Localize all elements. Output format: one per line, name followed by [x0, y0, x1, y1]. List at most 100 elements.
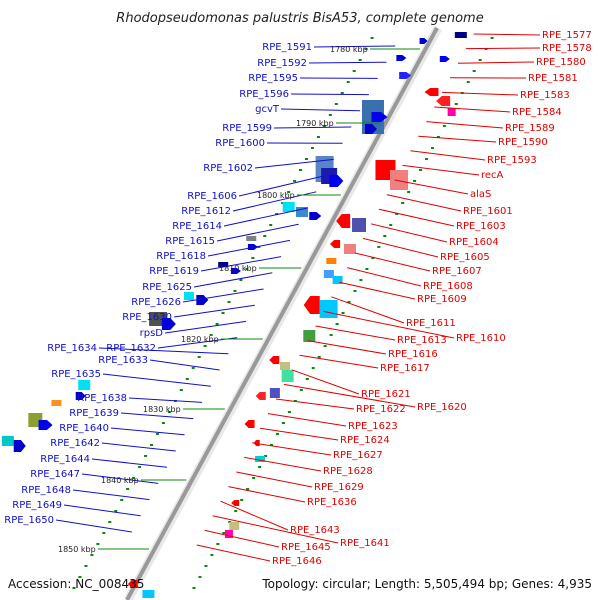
gene-label-right[interactable]: RPE_1583: [520, 90, 570, 101]
gene-arrow[interactable]: [127, 580, 138, 588]
gene-block[interactable]: [281, 370, 294, 382]
gene-label-left[interactable]: RPE_1602: [203, 163, 253, 174]
gene-arrow[interactable]: [439, 56, 450, 62]
gene-label-left[interactable]: RPE_1591: [262, 42, 312, 53]
gene-label-left[interactable]: RPE_1600: [215, 138, 265, 149]
gene-label-right[interactable]: RPE_1622: [356, 404, 406, 415]
gene-block[interactable]: [295, 207, 308, 217]
gene-label-left[interactable]: gcvT: [255, 104, 280, 115]
gene-label-right[interactable]: RPE_1636: [307, 497, 357, 508]
gene-label-left[interactable]: RPE_1639: [69, 408, 119, 419]
gene-label-right[interactable]: RPE_1584: [512, 107, 562, 118]
gene-label-right[interactable]: RPE_1607: [432, 266, 482, 277]
gene-label-right[interactable]: RPE_1641: [340, 538, 390, 549]
gene-label-left[interactable]: RPE_1632: [106, 343, 156, 354]
gene-label-right[interactable]: RPE_1610: [456, 333, 506, 344]
gene-label-right[interactable]: RPE_1621: [361, 389, 411, 400]
gene-block[interactable]: [332, 276, 343, 284]
gene-block[interactable]: [142, 590, 155, 598]
gene-label-right[interactable]: alaS: [470, 189, 491, 200]
gene-block[interactable]: [447, 108, 456, 116]
gene-block[interactable]: [279, 362, 290, 370]
gene-label-left[interactable]: RPE_1638: [77, 393, 127, 404]
gene-arrow[interactable]: [244, 420, 255, 428]
gene-block[interactable]: [352, 218, 367, 232]
gene-block[interactable]: [183, 292, 194, 300]
gene-block[interactable]: [269, 388, 280, 398]
gene-label-right[interactable]: RPE_1628: [323, 466, 373, 477]
gene-labels[interactable]: RPE_1591 RPE_1592 RPE_1595 RPE_1596 gcvT RPE_…: [4, 30, 592, 567]
gene-label-right[interactable]: RPE_1611: [406, 318, 456, 329]
gene-label-right[interactable]: recA: [481, 170, 504, 181]
gene-label-left[interactable]: RPE_1592: [257, 58, 307, 69]
gene-label-right[interactable]: RPE_1623: [348, 421, 398, 432]
gene-label-right[interactable]: RPE_1617: [380, 363, 430, 374]
gene-block[interactable]: [51, 400, 62, 406]
gene-label-right[interactable]: RPE_1605: [440, 252, 490, 263]
gene-label-right[interactable]: RPE_1601: [463, 206, 513, 217]
gene-block[interactable]: [78, 380, 91, 390]
gene-arrow[interactable]: [330, 240, 341, 248]
gene-label-right[interactable]: RPE_1627: [333, 450, 383, 461]
gene-label-left[interactable]: RPE_1626: [131, 297, 181, 308]
gene-block[interactable]: [319, 300, 338, 318]
gene-label-right[interactable]: RPE_1590: [498, 137, 548, 148]
gene-label-right[interactable]: RPE_1624: [340, 435, 390, 446]
gene-label-left[interactable]: RPE_1596: [239, 89, 289, 100]
gene-block[interactable]: [224, 530, 233, 538]
gene-features[interactable]: [0, 32, 467, 598]
gene-label-left[interactable]: RPE_1612: [181, 206, 231, 217]
gene-label-left[interactable]: RPE_1634: [47, 343, 97, 354]
gene-arrow[interactable]: [371, 112, 388, 122]
gene-label-left[interactable]: RPE_1633: [98, 355, 148, 366]
gene-label-left[interactable]: RPE_1606: [187, 191, 237, 202]
gene-arrow[interactable]: [230, 268, 241, 274]
gene-arrow[interactable]: [13, 440, 26, 452]
gene-label-right[interactable]: RPE_1603: [456, 221, 506, 232]
gene-arrow[interactable]: [303, 296, 320, 314]
gene-label-left[interactable]: RPE_1619: [149, 266, 199, 277]
gene-label-right[interactable]: RPE_1646: [272, 556, 322, 567]
gene-label-left[interactable]: RPE_1650: [4, 515, 54, 526]
gene-label-left[interactable]: RPE_1648: [21, 485, 71, 496]
gene-label-right[interactable]: RPE_1616: [388, 349, 438, 360]
gene-arrow[interactable]: [269, 356, 280, 364]
gene-arrow[interactable]: [309, 212, 322, 220]
gene-arrow[interactable]: [196, 295, 209, 305]
gene-label-right[interactable]: RPE_1593: [487, 155, 537, 166]
gene-label-left[interactable]: rpsD: [140, 328, 164, 339]
gene-arrow[interactable]: [75, 392, 86, 400]
gene-block[interactable]: [1, 436, 14, 446]
gene-label-right[interactable]: RPE_1578: [542, 43, 592, 54]
gene-arrow[interactable]: [231, 500, 240, 506]
gene-label-right[interactable]: RPE_1629: [314, 482, 364, 493]
gene-block[interactable]: [326, 258, 337, 264]
gene-label-right[interactable]: RPE_1608: [423, 281, 473, 292]
gene-block[interactable]: [323, 270, 334, 278]
gene-label-left[interactable]: RPE_1635: [51, 369, 101, 380]
gene-label-left[interactable]: RPE_1615: [165, 236, 215, 247]
gene-label-right[interactable]: RPE_1580: [536, 57, 586, 68]
gene-label-left[interactable]: RPE_1649: [12, 500, 62, 511]
gene-label-left[interactable]: RPE_1618: [156, 251, 206, 262]
gene-block[interactable]: [343, 244, 356, 254]
gene-arrow[interactable]: [399, 72, 412, 79]
gene-label-right[interactable]: RPE_1645: [281, 542, 331, 553]
gene-label-right[interactable]: RPE_1643: [290, 525, 340, 536]
gene-arrow[interactable]: [255, 392, 266, 400]
gene-label-right[interactable]: RPE_1581: [528, 73, 578, 84]
gene-label-left[interactable]: RPE_1644: [40, 454, 90, 465]
gene-label-right[interactable]: RPE_1604: [449, 237, 499, 248]
gene-label-right[interactable]: RPE_1620: [417, 402, 467, 413]
gene-label-left[interactable]: RPE_1647: [30, 469, 80, 480]
gene-arrow[interactable]: [38, 420, 53, 430]
gene-label-left[interactable]: RPE_1625: [142, 282, 192, 293]
gene-arrow[interactable]: [364, 124, 377, 134]
gene-block[interactable]: [390, 170, 409, 190]
gene-block[interactable]: [255, 456, 266, 462]
gene-arrow[interactable]: [419, 38, 428, 44]
gene-label-left[interactable]: RPE_1640: [59, 423, 109, 434]
gene-label-left[interactable]: RPE_1630: [122, 312, 172, 323]
gene-label-left[interactable]: RPE_1614: [172, 221, 222, 232]
gene-block[interactable]: [218, 262, 229, 267]
